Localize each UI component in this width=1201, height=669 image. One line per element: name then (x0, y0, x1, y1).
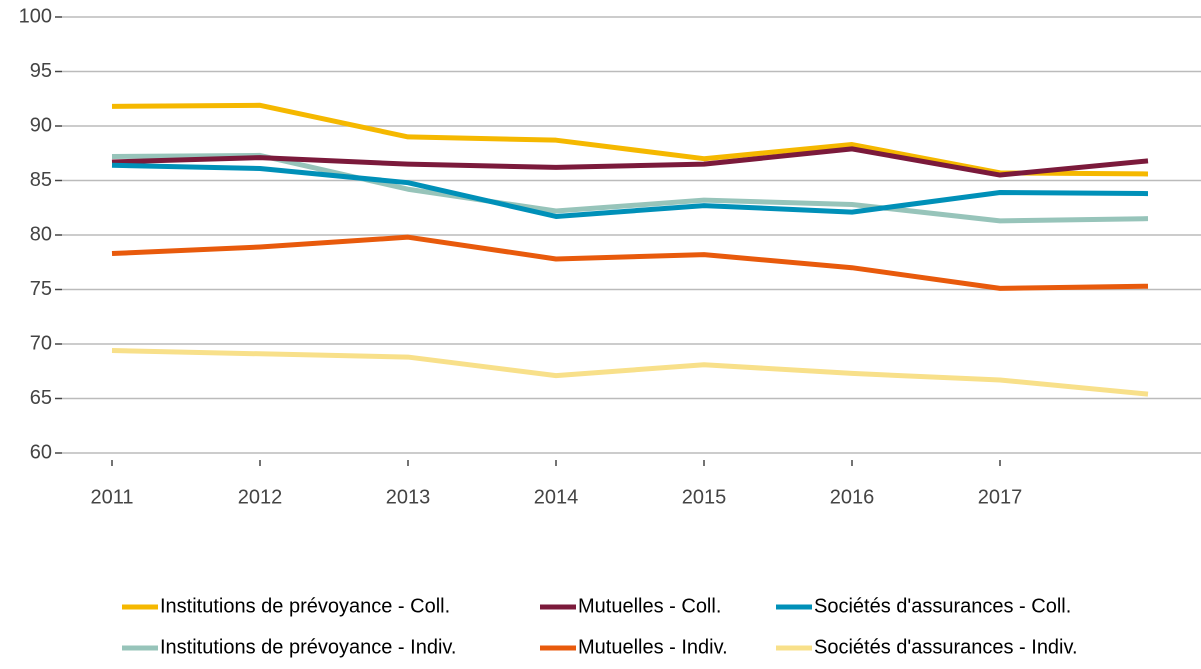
x-tick-label: 2011 (90, 486, 133, 508)
y-tick-label: 85 (30, 169, 52, 191)
x-tick-label: 2014 (534, 486, 579, 508)
line (111, 162, 1149, 219)
y-tick-label: 100 (19, 5, 52, 27)
y-tick-label: 65 (30, 387, 52, 409)
y-tick-label: 60 (30, 441, 52, 463)
line (111, 102, 1149, 177)
legend-label: Mutuelles - Coll. (578, 595, 721, 617)
y-tick-label: 95 (30, 60, 52, 82)
line (111, 234, 1149, 291)
line (111, 146, 1149, 178)
y-tick-label: 80 (30, 223, 52, 245)
legend-label: Mutuelles - Indiv. (578, 636, 728, 658)
x-tick-label: 2012 (238, 486, 283, 508)
y-tick-label: 90 (30, 114, 52, 136)
x-tick-label: 2013 (386, 486, 431, 508)
legend-label: Institutions de prévoyance - Coll. (160, 595, 450, 617)
x-tick-label: 2016 (830, 486, 875, 508)
legend-label: Sociétés d'assurances - Coll. (814, 595, 1071, 617)
x-tick-label: 2015 (682, 486, 727, 508)
y-tick-label: 75 (30, 278, 52, 300)
x-tick-label: 2017 (978, 486, 1023, 508)
line (111, 348, 1149, 397)
y-tick-label: 70 (30, 332, 52, 354)
legend-label: Sociétés d'assurances - Indiv. (814, 636, 1078, 658)
legend-label: Institutions de prévoyance - Indiv. (160, 636, 456, 658)
